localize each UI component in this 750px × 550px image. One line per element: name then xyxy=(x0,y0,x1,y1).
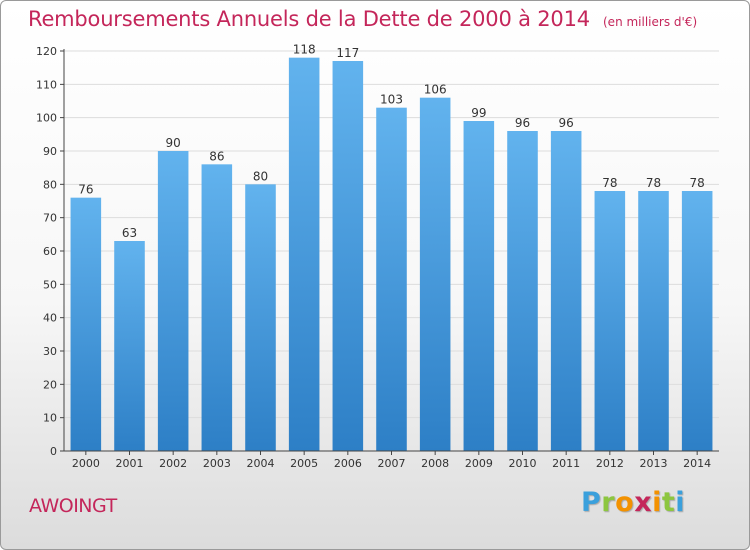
bar-2002 xyxy=(157,151,189,451)
bar-2001 xyxy=(114,241,145,451)
bar-value-label: 106 xyxy=(424,83,447,97)
bar-2009 xyxy=(463,121,495,451)
commune-name: AWOINGT xyxy=(29,495,117,517)
logo-letter: i xyxy=(652,487,662,518)
x-tick-label: 2014 xyxy=(683,457,711,470)
bar-value-label: 118 xyxy=(293,43,316,57)
x-tick-label: 2008 xyxy=(421,457,449,470)
bar-2006 xyxy=(332,61,364,451)
logo-letter: r xyxy=(601,487,616,518)
logo-letter: t xyxy=(661,487,676,518)
logo-letter: o xyxy=(615,487,635,518)
bar-2012 xyxy=(594,191,626,451)
title-row: Remboursements Annuels de la Dette de 20… xyxy=(28,7,697,31)
bar-value-label: 63 xyxy=(122,226,137,240)
logo-letter: x xyxy=(634,487,653,518)
x-tick-label: 2013 xyxy=(640,457,668,470)
bar-value-label: 76 xyxy=(78,183,93,197)
bar-2013 xyxy=(638,191,669,451)
x-tick-label: 2006 xyxy=(334,457,362,470)
y-tick-label: 10 xyxy=(43,412,57,425)
y-tick-label: 0 xyxy=(50,445,57,458)
bar-value-label: 78 xyxy=(602,176,617,190)
bar-2005 xyxy=(288,57,320,452)
x-tick-label: 2004 xyxy=(247,457,275,470)
y-tick-label: 70 xyxy=(43,212,57,225)
bar-2000 xyxy=(70,197,102,451)
x-tick-label: 2011 xyxy=(552,457,580,470)
y-tick-label: 30 xyxy=(43,345,57,358)
x-tick-label: 2005 xyxy=(290,457,318,470)
x-tick-label: 2012 xyxy=(596,457,624,470)
bar-value-label: 117 xyxy=(336,46,359,60)
bar-2003 xyxy=(201,164,233,452)
bar-value-label: 103 xyxy=(380,93,403,107)
chart-title: Remboursements Annuels de la Dette de 20… xyxy=(28,7,590,31)
y-tick-label: 40 xyxy=(43,312,57,325)
y-tick-label: 20 xyxy=(43,378,57,391)
y-tick-label: 120 xyxy=(36,45,57,58)
x-tick-label: 2001 xyxy=(116,457,144,470)
bar-value-label: 96 xyxy=(559,116,574,130)
y-tick-label: 80 xyxy=(43,178,57,191)
bar-layer: 76 63 90 86 80 118 117 103 106 99 96 96 78 78 78 xyxy=(70,43,713,452)
bar-2010 xyxy=(507,131,538,451)
y-tick-label: 90 xyxy=(43,145,57,158)
bar-2014 xyxy=(681,191,713,451)
proxiti-logo: Proxiti xyxy=(581,487,685,518)
x-tick-label: 2010 xyxy=(509,457,537,470)
y-tick-label: 100 xyxy=(36,112,57,125)
bar-value-label: 90 xyxy=(166,136,181,150)
x-tick-label: 2000 xyxy=(72,457,100,470)
bar-2007 xyxy=(376,107,407,452)
bar-2011 xyxy=(550,131,582,451)
x-tick-label: 2003 xyxy=(203,457,231,470)
y-tick-label: 50 xyxy=(43,278,57,291)
y-tick-label: 60 xyxy=(43,245,57,258)
bar-value-label: 80 xyxy=(253,169,268,183)
logo-letter: P xyxy=(581,487,602,518)
bar-2008 xyxy=(419,97,451,452)
axis-layer: 0 10 20 30 40 50 60 70 80 90 100 110 120 2000 2001 2002… xyxy=(36,45,719,470)
bar-value-label: 99 xyxy=(471,106,486,120)
logo-letter: i xyxy=(675,487,686,518)
x-tick-label: 2002 xyxy=(159,457,187,470)
y-tick-label: 110 xyxy=(36,78,57,91)
bar-value-label: 78 xyxy=(690,176,705,190)
bar-value-label: 86 xyxy=(209,149,224,163)
x-tick-label: 2009 xyxy=(465,457,493,470)
x-tick-label: 2007 xyxy=(378,457,406,470)
bar-2004 xyxy=(245,184,276,452)
chart-subtitle: (en milliers d'€) xyxy=(603,15,698,29)
bar-value-label: 78 xyxy=(646,176,661,190)
bar-value-label: 96 xyxy=(515,116,530,130)
